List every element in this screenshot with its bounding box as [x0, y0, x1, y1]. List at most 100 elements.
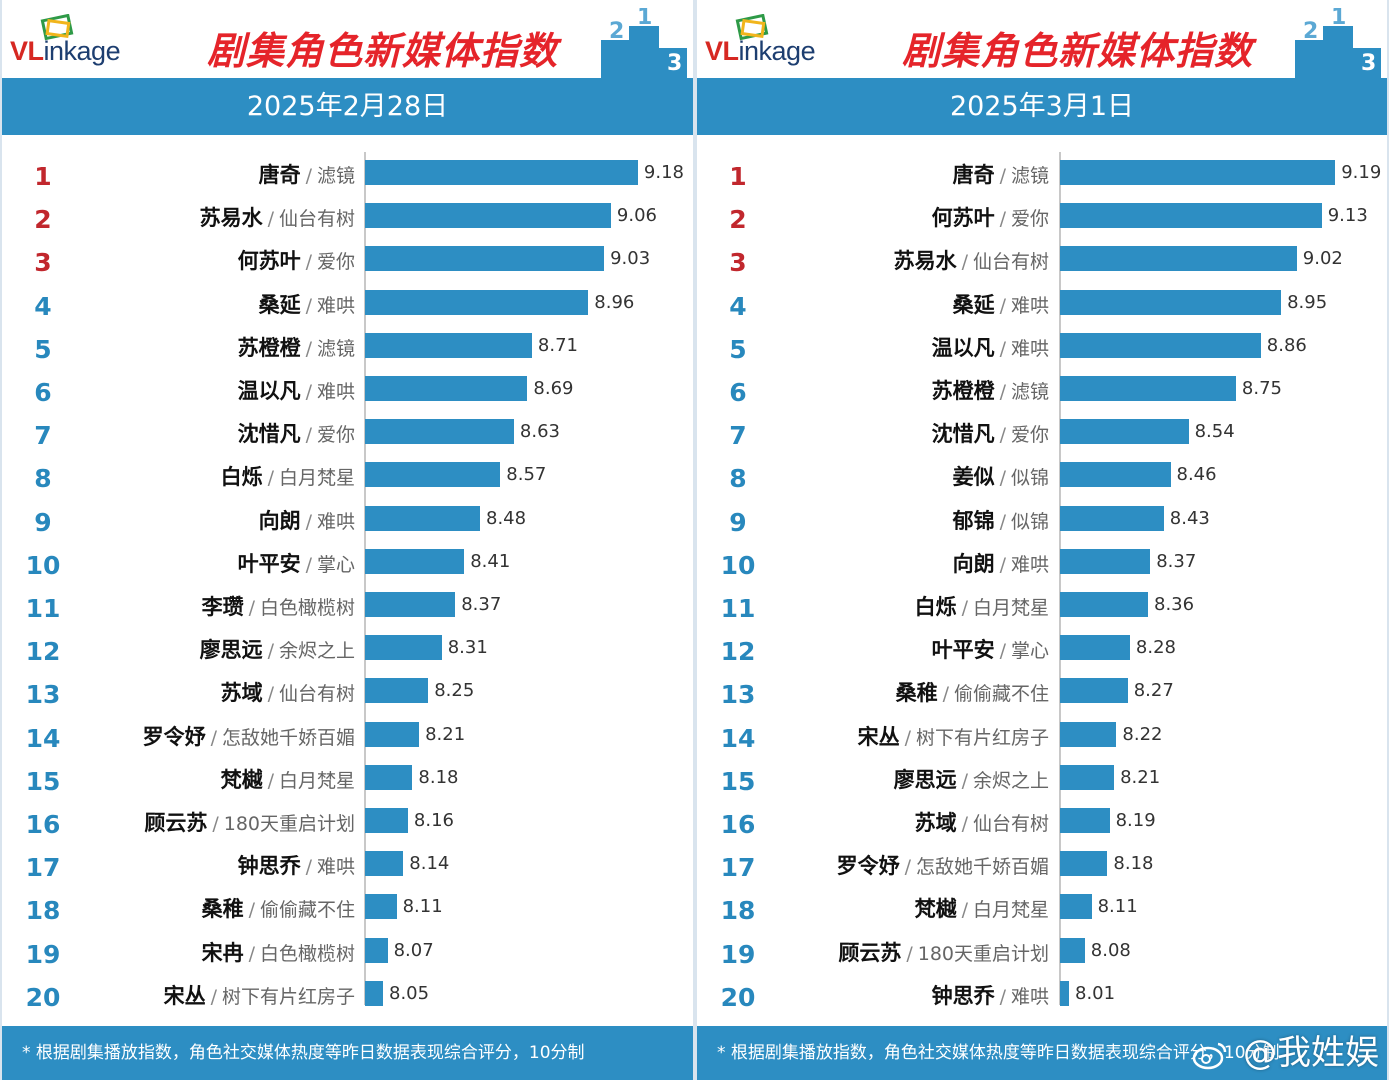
tick-label: 姜似 / 似锦: [953, 461, 1049, 491]
weibo-icon: [1192, 1042, 1227, 1069]
watermark: @我姓娱: [1192, 1026, 1379, 1080]
tick-label: 廖思远 / 余烬之上: [894, 764, 1049, 794]
tick-label: 叶平安 / 掌心: [238, 548, 355, 578]
separator: /: [305, 251, 312, 274]
drama-title: 白月梵星: [972, 899, 1049, 922]
data-label: 8.54: [1194, 421, 1235, 443]
tick-label: 苏域 / 仙台有树: [915, 807, 1049, 837]
separator: /: [942, 683, 949, 706]
tick-label: 宋丛 / 树下有片红房子: [858, 721, 1049, 751]
bar-chart: 1 唐奇 / 滤镜 9.18 2 苏易水 / 仙台有树 9.06 3 何苏叶 / 爱你 9.03 4 桑延 / 难哄…: [2, 150, 693, 1020]
tick-label: 苏域 / 仙台有树: [221, 677, 355, 707]
drama-title: 180天重启计划: [223, 813, 355, 835]
logo-mark-icon: [735, 14, 769, 41]
character-name: 姜似: [952, 465, 995, 490]
rank-number: 3: [729, 248, 747, 278]
character-name: 白烁: [220, 465, 263, 490]
drama-title: 白月梵星: [278, 769, 355, 792]
rank-number: 2: [729, 205, 747, 235]
drama-title: 仙台有树: [278, 208, 355, 231]
bar: [1060, 203, 1322, 229]
tick-label: 钟思乔 / 难哄: [238, 850, 355, 880]
rank-number: 13: [25, 680, 61, 710]
character-name: 梵樾: [914, 897, 957, 922]
separator: /: [305, 510, 312, 533]
tick-label: 廖思远 / 余烬之上: [200, 634, 355, 664]
data-label: 8.71: [537, 334, 578, 356]
bar: [1060, 332, 1261, 358]
bar: [1060, 678, 1128, 704]
separator: /: [961, 769, 968, 792]
bar: [1060, 505, 1164, 531]
data-label: 8.01: [1075, 982, 1116, 1004]
separator: /: [999, 985, 1006, 1008]
separator: /: [999, 640, 1006, 663]
data-label: 8.16: [413, 810, 454, 831]
character-name: 唐奇: [952, 163, 995, 187]
data-label: 8.18: [1113, 853, 1154, 875]
footnote: * 根据剧集播放指数，角色社交媒体热度等昨日数据表现综合评分，10分制: [697, 1026, 1387, 1080]
bar: [1060, 937, 1085, 963]
chart-row: 11 白烁 / 白月梵星 8.36: [697, 584, 1387, 627]
chart-row: 10 向朗 / 难哄 8.37: [697, 541, 1387, 584]
chart-row: 16 苏域 / 仙台有树 8.19: [697, 800, 1387, 843]
character-name: 苏域: [220, 681, 263, 706]
drama-title: 掌心: [1010, 640, 1049, 663]
drama-title: 树下有片红房子: [221, 985, 355, 1008]
bar: [1060, 851, 1108, 877]
character-name: 顾云苏: [838, 940, 902, 965]
bar: [365, 980, 383, 1006]
chart-row: 9 郁锦 / 似锦 8.43: [697, 498, 1387, 541]
drama-title: 滤镜: [1010, 381, 1049, 403]
svg-text:1: 1: [637, 8, 652, 30]
tick-label: 李瓒 / 白色橄榄树: [202, 591, 355, 621]
ranking-panel-left: VLinkage 剧集角色新媒体指数 2 1 3 2025年2月28日 1 唐奇 /…: [0, 0, 695, 1080]
separator: /: [210, 726, 217, 749]
character-name: 何苏叶: [237, 249, 301, 274]
drama-title: 爱你: [1010, 208, 1049, 231]
chart-row: 6 温以凡 / 难哄 8.69: [2, 368, 693, 411]
tick-label: 唐奇 / 滤镜: [259, 159, 355, 189]
drama-title: 白月梵星: [972, 597, 1049, 619]
bar: [365, 721, 420, 747]
separator: /: [305, 294, 312, 317]
bar: [1060, 764, 1115, 790]
rank-number: 8: [729, 464, 747, 494]
date-header: 2025年2月28日: [2, 78, 693, 135]
character-name: 梵樾: [220, 767, 263, 792]
tick-label: 何苏叶 / 爱你: [932, 202, 1049, 232]
chart-row: 3 苏易水 / 仙台有树 9.02: [697, 238, 1387, 281]
chart-row: 16 顾云苏/180天重启计划 8.16: [2, 800, 693, 843]
drama-title: 仙台有树: [278, 683, 355, 706]
data-label: 8.86: [1266, 334, 1307, 356]
rank-number: 15: [720, 766, 756, 796]
drama-title: 树下有片红房子: [915, 726, 1049, 749]
rank-number: 6: [729, 378, 747, 407]
bar: [365, 246, 605, 272]
chart-row: 13 桑稚 / 偷偷藏不住 8.27: [697, 670, 1387, 713]
data-label: 8.08: [1090, 939, 1131, 961]
bar: [365, 376, 528, 401]
tick-label: 苏橙橙 / 滤镜: [238, 332, 355, 362]
separator: /: [305, 553, 312, 576]
tick-label: 白烁 / 白月梵星: [915, 591, 1049, 621]
character-name: 罗令妤: [142, 724, 206, 749]
separator: /: [999, 553, 1006, 576]
chart-row: 12 叶平安 / 掌心 8.28: [697, 627, 1387, 670]
separator: /: [267, 683, 274, 706]
chart-row: 1 唐奇 / 滤镜 9.19: [697, 152, 1387, 195]
character-name: 叶平安: [931, 638, 995, 663]
character-name: 宋丛: [163, 983, 206, 1008]
svg-text:3: 3: [667, 51, 682, 76]
bar: [1060, 894, 1092, 920]
tick-label: 钟思乔 / 难哄: [932, 980, 1049, 1010]
character-name: 苏橙橙: [931, 379, 995, 403]
bar: [365, 764, 413, 790]
data-label: 8.11: [1097, 896, 1138, 918]
tick-label: 唐奇 / 滤镜: [953, 159, 1049, 189]
bar: [1060, 419, 1189, 445]
data-label: 8.18: [418, 766, 459, 788]
tick-label: 苏橙橙 / 滤镜: [932, 375, 1049, 405]
bar: [1060, 376, 1236, 401]
drama-title: 仙台有树: [972, 251, 1049, 274]
